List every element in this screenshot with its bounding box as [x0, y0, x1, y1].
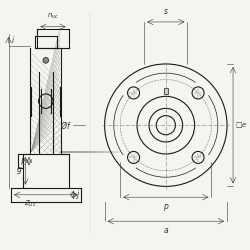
- Text: $j$: $j$: [76, 188, 81, 201]
- Text: $i$: $i$: [11, 34, 15, 46]
- Text: $g$: $g$: [16, 165, 23, 176]
- Text: $a$: $a$: [163, 226, 169, 235]
- Text: $k$: $k$: [20, 156, 26, 167]
- Circle shape: [43, 58, 49, 63]
- Text: $□e$: $□e$: [236, 120, 248, 130]
- Text: $n_{uc}$: $n_{uc}$: [47, 12, 59, 21]
- Bar: [164, 88, 168, 94]
- Text: $s$: $s$: [163, 7, 169, 16]
- Text: $p$: $p$: [162, 202, 169, 213]
- Text: $Øf$: $Øf$: [60, 120, 72, 131]
- Bar: [30, 48, 62, 154]
- Text: $Z_{uc}$: $Z_{uc}$: [24, 198, 36, 208]
